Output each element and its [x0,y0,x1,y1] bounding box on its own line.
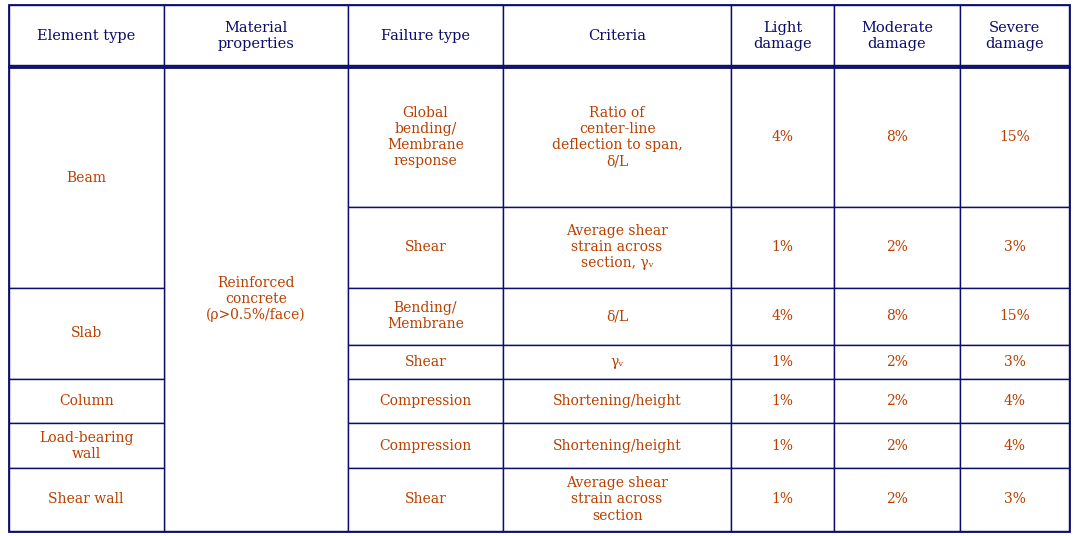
Bar [348,288,502,345]
Bar [9,5,164,68]
Bar [834,68,959,206]
Text: γᵥ: γᵥ [610,355,624,369]
Text: Failure type: Failure type [381,29,470,43]
Text: 2%: 2% [886,493,908,507]
Text: 1%: 1% [772,240,793,254]
Text: 1%: 1% [772,439,793,453]
Bar [348,345,502,379]
Text: 1%: 1% [772,493,793,507]
Bar [959,5,1069,68]
Bar [959,423,1069,468]
Text: 2%: 2% [886,394,908,408]
Text: 2%: 2% [886,439,908,453]
Bar [834,345,959,379]
Text: 8%: 8% [886,309,908,323]
Text: Average shear
strain across
section: Average shear strain across section [566,476,668,523]
Bar [959,379,1069,423]
Text: 3%: 3% [1004,493,1025,507]
Text: Load-bearing
wall: Load-bearing wall [39,431,134,461]
Text: 1%: 1% [772,355,793,369]
Text: 4%: 4% [772,130,793,144]
Text: Average shear
strain across
section, γᵥ: Average shear strain across section, γᵥ [566,224,668,271]
Bar [348,468,502,531]
Bar [9,68,164,288]
Bar [502,345,731,379]
Bar [834,423,959,468]
Bar [731,68,834,206]
Bar [502,68,731,206]
Bar [959,345,1069,379]
Bar [502,288,731,345]
Bar [348,206,502,288]
Bar [9,288,164,379]
Text: Shear wall: Shear wall [49,493,124,507]
Bar [731,206,834,288]
Text: 3%: 3% [1004,355,1025,369]
Bar [9,423,164,468]
Bar [502,468,731,531]
Text: Ratio of
center-line
deflection to span,
δ/L: Ratio of center-line deflection to span,… [552,106,682,168]
Text: Moderate
damage: Moderate damage [861,21,932,51]
Bar [959,468,1069,531]
Bar [834,206,959,288]
Bar [348,5,502,68]
Text: Shortening/height: Shortening/height [553,439,681,453]
Bar [348,423,502,468]
Bar [731,5,834,68]
Text: Severe
damage: Severe damage [985,21,1044,51]
Text: 15%: 15% [999,309,1029,323]
Text: Compression: Compression [379,439,471,453]
Bar [502,423,731,468]
Text: Column: Column [59,394,113,408]
Bar [834,288,959,345]
Text: Material
properties: Material properties [218,21,294,51]
Text: Compression: Compression [379,394,471,408]
Bar [9,379,164,423]
Bar [959,68,1069,206]
Text: δ/L: δ/L [606,309,628,323]
Bar [731,288,834,345]
Bar [502,206,731,288]
Text: Shear: Shear [404,240,446,254]
Bar [164,5,348,68]
Text: 8%: 8% [886,130,908,144]
Text: 1%: 1% [772,394,793,408]
Bar [731,379,834,423]
Text: 4%: 4% [1004,394,1025,408]
Text: Slab: Slab [70,326,101,340]
Text: Shear: Shear [404,355,446,369]
Text: Element type: Element type [37,29,135,43]
Text: Light
damage: Light damage [754,21,812,51]
Bar [502,379,731,423]
Text: 15%: 15% [999,130,1029,144]
Bar [731,468,834,531]
Text: 3%: 3% [1004,240,1025,254]
Bar [348,68,502,206]
Text: Reinforced
concrete
(ρ>0.5%/face): Reinforced concrete (ρ>0.5%/face) [206,276,305,323]
Bar [834,468,959,531]
Bar [731,345,834,379]
Bar [959,288,1069,345]
Text: 2%: 2% [886,355,908,369]
Text: 2%: 2% [886,240,908,254]
Bar [502,5,731,68]
Text: 4%: 4% [772,309,793,323]
Bar [834,5,959,68]
Bar [959,206,1069,288]
Bar [164,68,348,531]
Text: Global
bending/
Membrane
response: Global bending/ Membrane response [387,106,464,168]
Text: Shear: Shear [404,493,446,507]
Bar [834,379,959,423]
Text: Beam: Beam [66,170,106,184]
Text: 4%: 4% [1004,439,1025,453]
Text: Shortening/height: Shortening/height [553,394,681,408]
Bar [9,468,164,531]
Bar [731,423,834,468]
Text: Bending/
Membrane: Bending/ Membrane [387,301,464,331]
Text: Criteria: Criteria [589,29,646,43]
Bar [348,379,502,423]
